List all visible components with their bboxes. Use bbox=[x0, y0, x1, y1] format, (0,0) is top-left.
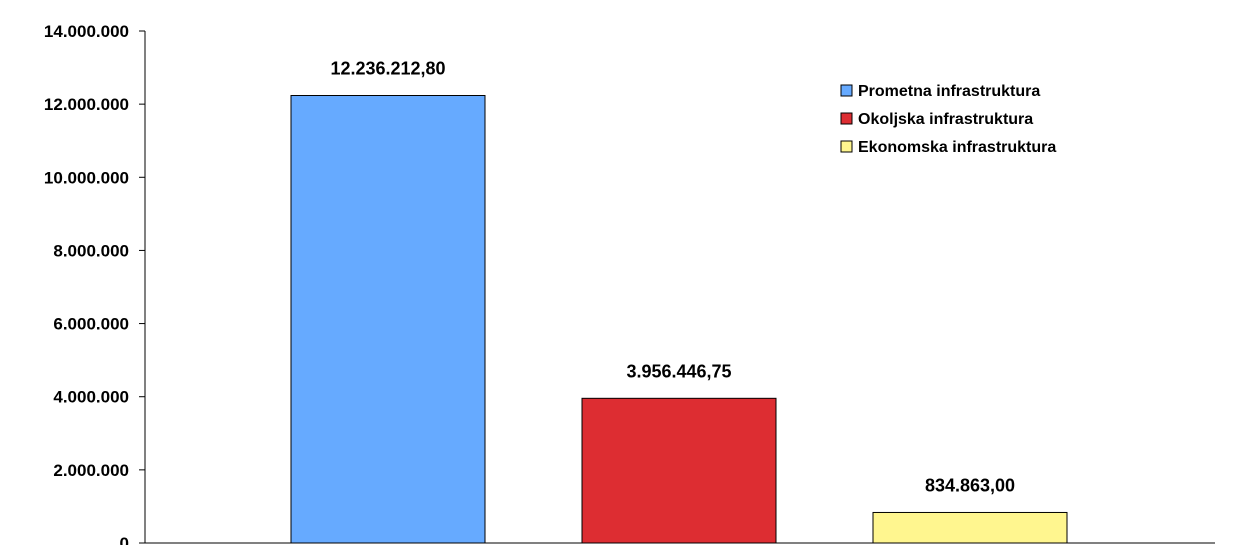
legend-label: Prometna infrastruktura bbox=[858, 83, 1040, 100]
y-tick-label: 14.000.000 bbox=[44, 22, 129, 41]
y-axis-ticks: 0 2.000.000 4.000.000 6.000.000 8.000.000 10.… bbox=[44, 22, 145, 545]
legend-label: Ekonomska infrastruktura bbox=[858, 139, 1056, 156]
bar-value-label: 12.236.212,80 bbox=[330, 59, 445, 79]
y-tick-label: 4.000.000 bbox=[53, 388, 129, 407]
y-tick-label: 2.000.000 bbox=[53, 461, 129, 480]
legend-swatch bbox=[840, 140, 853, 153]
legend-label: Okoljska infrastruktura bbox=[858, 111, 1033, 128]
bar-1 bbox=[290, 95, 486, 544]
legend-swatch bbox=[840, 112, 853, 125]
y-tick-label: 0 bbox=[120, 534, 129, 545]
data-labels: 12.236.212,80 3.956.446,75 834.863,00 bbox=[330, 59, 1015, 496]
y-tick-label: 8.000.000 bbox=[53, 241, 129, 260]
legend-swatch bbox=[840, 84, 853, 97]
bar-value-label: 3.956.446,75 bbox=[626, 361, 731, 381]
legend: Prometna infrastruktura Okoljska infrastr… bbox=[840, 83, 1056, 156]
y-tick-label: 10.000.000 bbox=[44, 168, 129, 187]
bar-value-label: 834.863,00 bbox=[925, 475, 1015, 495]
bar-2 bbox=[581, 397, 777, 544]
bar-3 bbox=[872, 511, 1068, 544]
y-tick-label: 6.000.000 bbox=[53, 315, 129, 334]
y-tick-label: 12.000.000 bbox=[44, 95, 129, 114]
bars bbox=[290, 95, 1068, 544]
